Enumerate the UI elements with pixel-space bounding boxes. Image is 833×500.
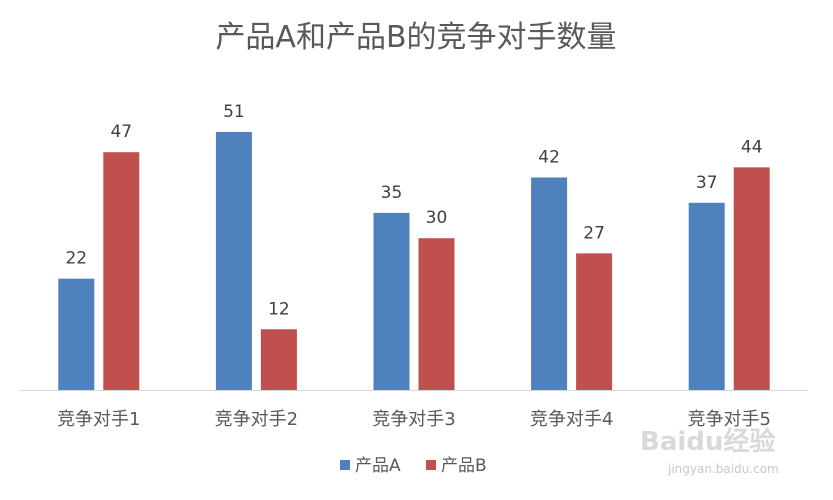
chart-title: 产品A和产品B的竞争对手数量 <box>215 20 616 55</box>
labels-layer: 22 47 竞争对手1 51 12 竞争对手2 35 30 竞争对手3 42 27 竞争对手4 37 44… <box>57 102 771 430</box>
legend-label: 产品A <box>355 456 401 476</box>
data-label: 27 <box>583 223 605 243</box>
legend-swatch <box>426 460 436 470</box>
bar <box>260 329 297 390</box>
bar <box>373 212 410 390</box>
legend: 产品A 产品B <box>340 456 487 476</box>
data-label: 35 <box>381 183 403 203</box>
data-label: 44 <box>741 137 763 157</box>
data-label: 47 <box>110 122 132 142</box>
legend-swatch <box>340 460 350 470</box>
watermark-brand: Baidu经验 <box>640 426 775 457</box>
bars-layer <box>58 131 770 390</box>
category-label: 竞争对手1 <box>57 409 140 430</box>
bar <box>576 253 613 390</box>
data-label: 30 <box>426 208 448 228</box>
data-label: 12 <box>268 299 290 319</box>
bar <box>103 152 140 390</box>
watermark: Baidu经验 jingyan.baidu.com <box>640 426 779 476</box>
legend-label: 产品B <box>441 456 487 476</box>
bar <box>733 167 770 390</box>
category-label: 竞争对手5 <box>687 409 770 430</box>
category-label: 竞争对手3 <box>372 409 455 430</box>
bar <box>58 278 95 390</box>
bar <box>215 131 252 390</box>
category-label: 竞争对手4 <box>530 409 613 430</box>
bar <box>531 177 568 390</box>
category-label: 竞争对手2 <box>215 409 298 430</box>
data-label: 22 <box>65 249 87 269</box>
bar <box>418 238 455 390</box>
data-label: 51 <box>223 102 245 122</box>
watermark-url: jingyan.baidu.com <box>667 462 779 476</box>
data-label: 37 <box>696 173 718 193</box>
data-label: 42 <box>538 147 560 167</box>
bar <box>688 202 725 390</box>
